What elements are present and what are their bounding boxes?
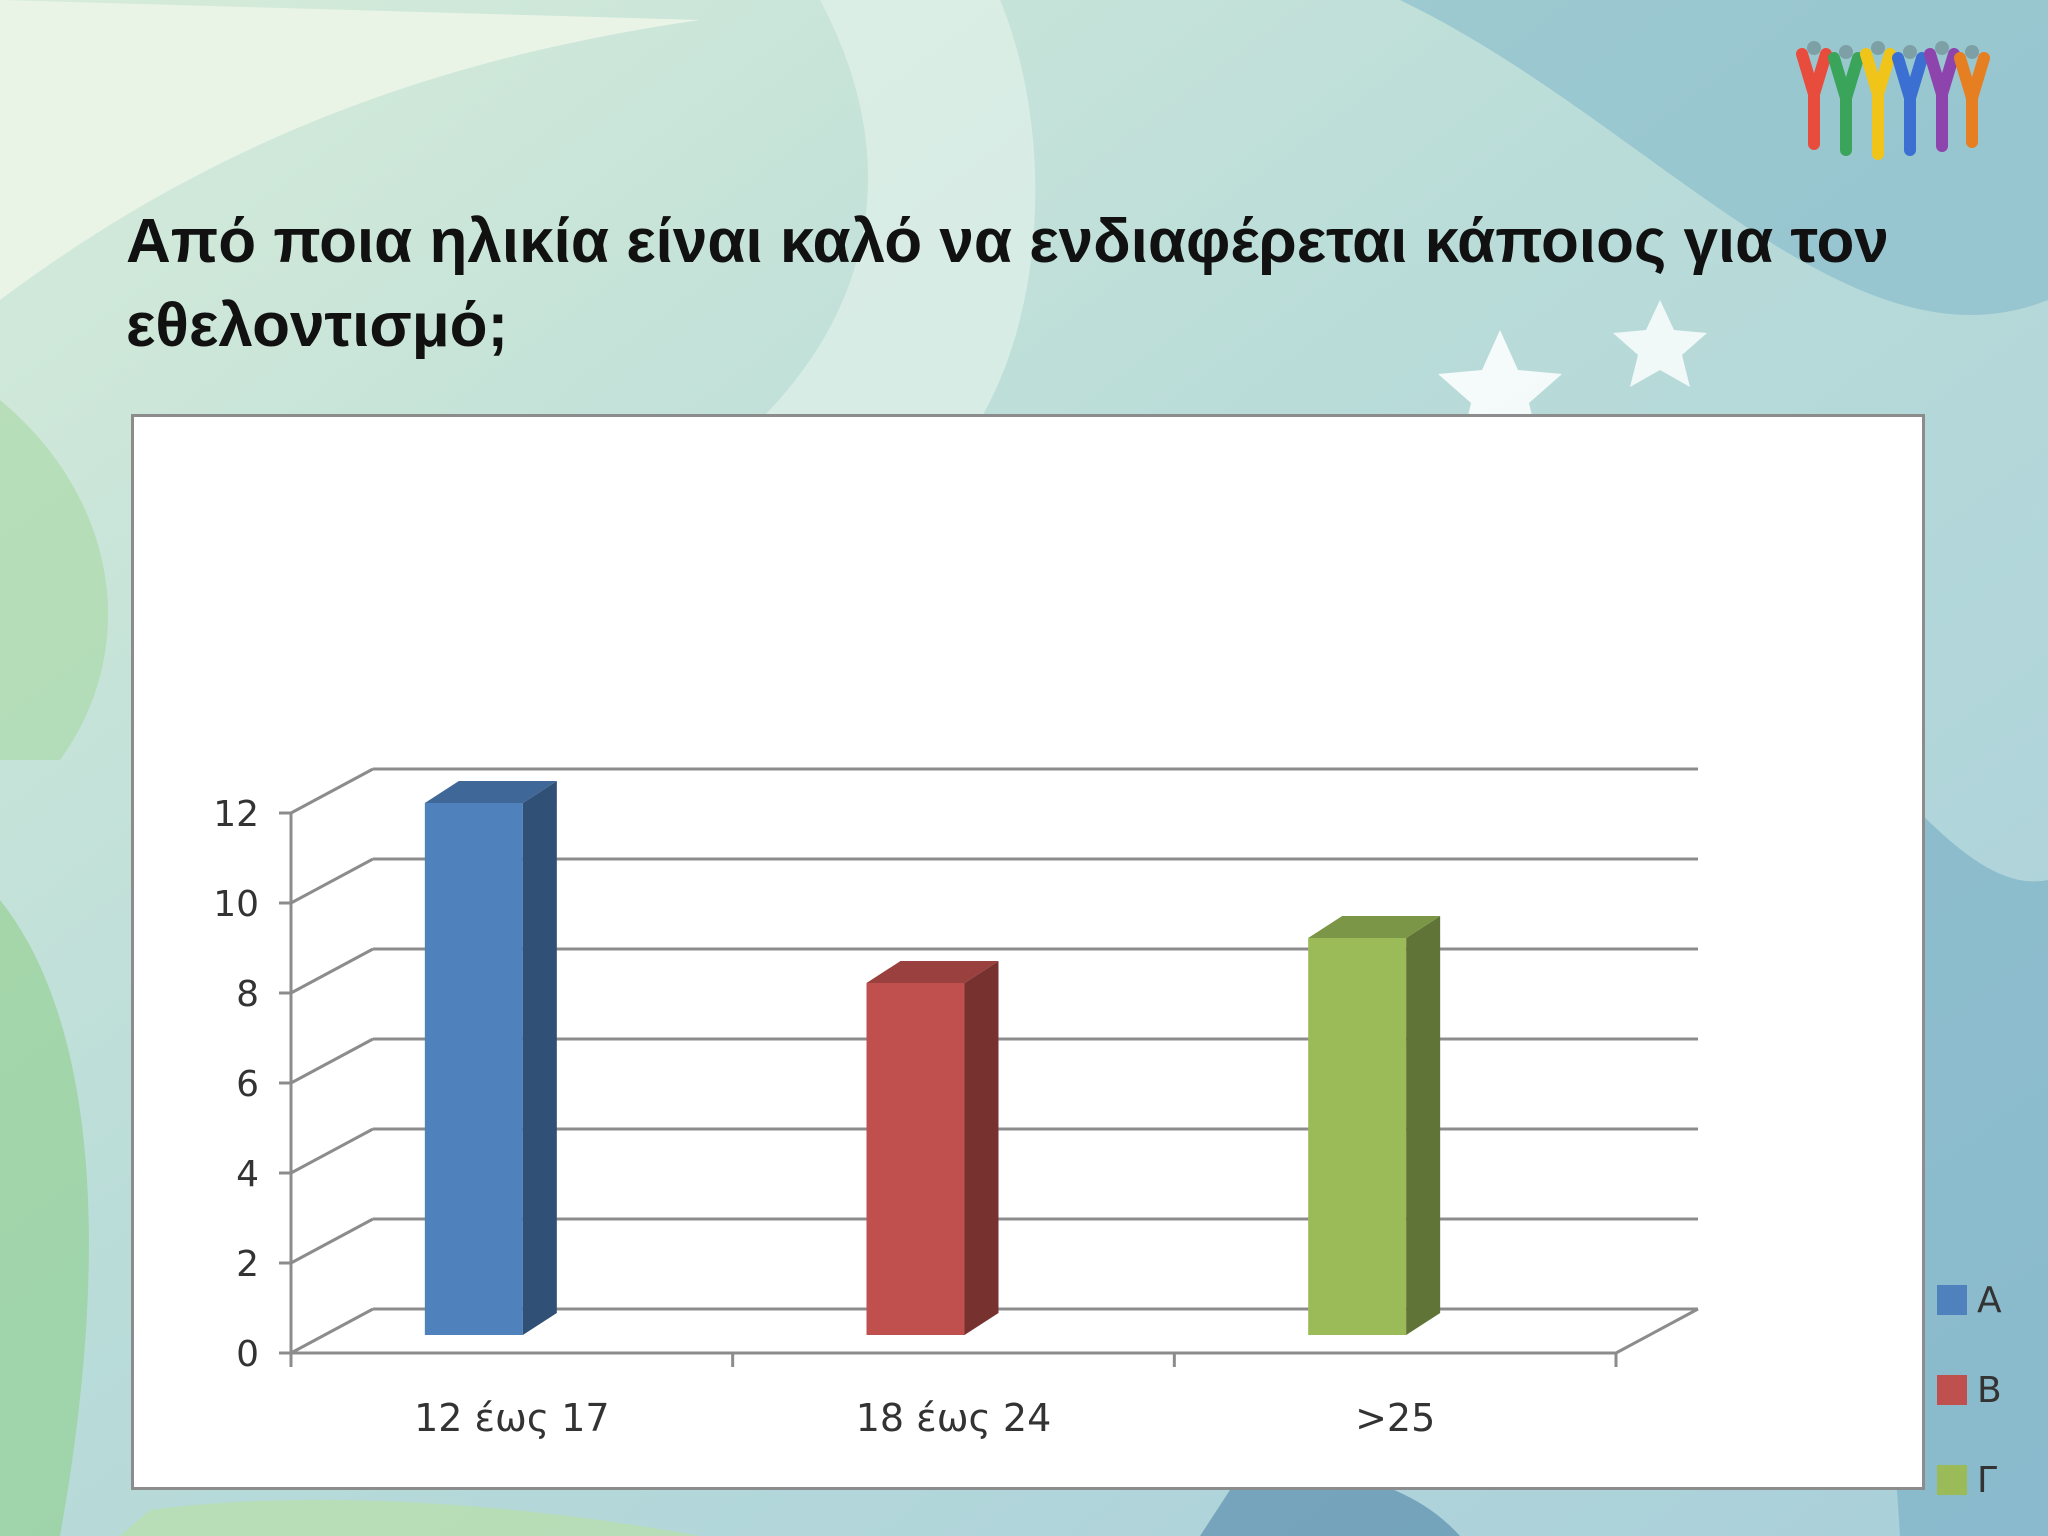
people-raising-hands-icon (1796, 41, 1990, 160)
gridline-side (290, 947, 374, 995)
bar-top (424, 781, 557, 803)
y-tick-label: 12 (213, 794, 259, 835)
x-tick-label: 18 έως 24 (856, 1396, 1052, 1440)
bar (424, 803, 523, 1335)
legend-label-c: Γ (1977, 1459, 1998, 1501)
chart-container: 0 2 4 6 8 10 12 12 έως 17 18 έως 24 >25 Α Β Γ (131, 414, 2002, 1501)
bar-side (1406, 916, 1441, 1335)
legend-item-b: Β (1937, 1345, 2047, 1435)
y-tick-label: 10 (213, 884, 259, 925)
y-tick-label: 0 (236, 1334, 259, 1375)
gridline-side (290, 1127, 374, 1175)
y-tick-label: 2 (236, 1244, 259, 1285)
y-tick-label: 4 (236, 1154, 259, 1195)
gridline-side (290, 1217, 374, 1265)
x-tick-label: >25 (1355, 1396, 1435, 1440)
bar-chart: 0 2 4 6 8 10 12 12 έως 17 18 έως 24 >25 (213, 767, 1699, 1440)
bar (866, 983, 965, 1335)
gridline-side (290, 1307, 374, 1355)
legend-label-b: Β (1977, 1369, 2002, 1411)
x-tick-label: 12 έως 17 (414, 1396, 610, 1440)
y-tick-label: 6 (236, 1064, 259, 1105)
legend-swatch-a (1937, 1285, 1967, 1315)
slide-title: Από ποια ηλικία είναι καλό να ενδιαφέρετ… (126, 207, 1889, 360)
bar (1308, 938, 1407, 1335)
gridline-side (290, 1037, 374, 1085)
legend-swatch-c (1937, 1465, 1967, 1495)
bar-top (1308, 916, 1441, 938)
bar-top (866, 961, 999, 983)
gridline-side (290, 767, 374, 815)
legend-label-a: Α (1977, 1279, 2002, 1321)
bar-side (964, 961, 999, 1335)
legend-item-c: Γ (1937, 1435, 2047, 1525)
gridline-side (290, 857, 374, 905)
floor-edge (1615, 1307, 1699, 1355)
legend-item-a: Α (1937, 1255, 2047, 1345)
chart-legend: Α Β Γ (1937, 1255, 2047, 1525)
legend-swatch-b (1937, 1375, 1967, 1405)
bar-side (522, 781, 557, 1335)
y-tick-label: 8 (236, 974, 259, 1015)
